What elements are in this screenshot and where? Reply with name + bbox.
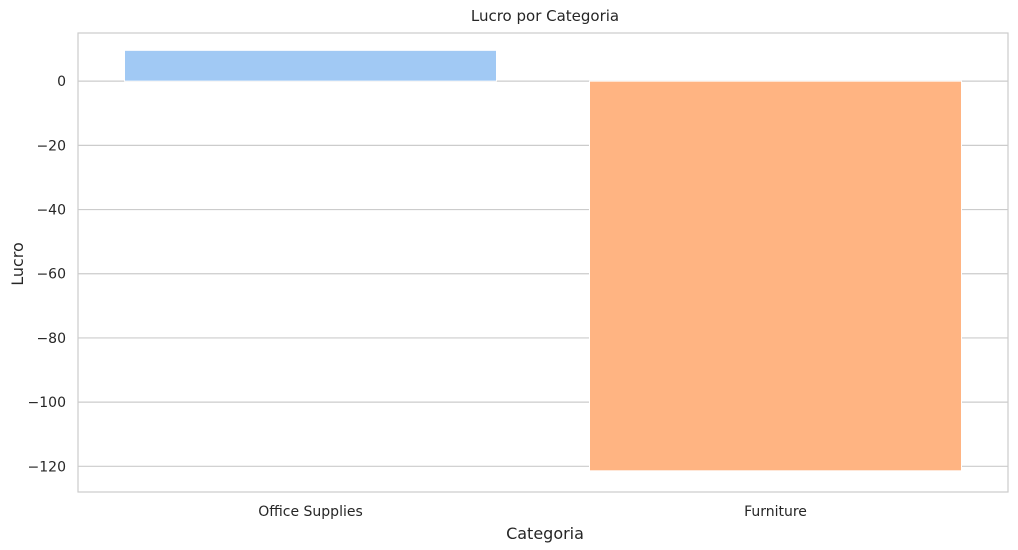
y-tick-label: −120 — [28, 459, 66, 475]
x-tick-labels: Office Supplies Furniture — [258, 504, 807, 520]
y-axis-title: Lucro — [8, 242, 27, 286]
chart-title: Lucro por Categoria — [471, 7, 619, 25]
gridlines — [78, 80, 1008, 467]
plot-frame — [77, 32, 1009, 493]
y-tick-label: −100 — [28, 395, 66, 411]
y-tick-label: 0 — [57, 74, 66, 90]
x-tick-label: Office Supplies — [258, 504, 363, 520]
y-tick-label: −40 — [36, 203, 66, 219]
y-tick-labels: 0 −20 −40 −60 −80 −100 −120 — [28, 74, 66, 475]
x-tick-label: Furniture — [744, 504, 807, 520]
x-axis-title: Categoria — [506, 524, 584, 543]
y-tick-label: −60 — [36, 267, 66, 283]
y-tick-label: −20 — [36, 138, 66, 154]
y-tick-label: −80 — [36, 331, 66, 347]
bars — [124, 49, 962, 472]
bar-furniture — [589, 80, 962, 472]
bar-office-supplies — [124, 49, 497, 82]
